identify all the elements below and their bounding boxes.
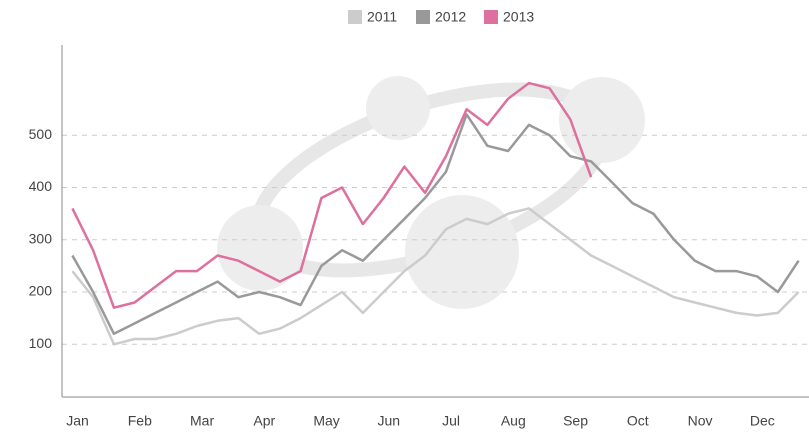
- x-tick-label: Dec: [750, 413, 775, 429]
- y-tick-label: 300: [29, 230, 53, 246]
- x-tick-label: Mar: [190, 413, 214, 429]
- x-tick-label: Oct: [627, 413, 649, 429]
- legend-swatch: [416, 10, 430, 24]
- x-tick-label: Sep: [563, 413, 588, 429]
- legend-swatch: [348, 10, 362, 24]
- legend: 2011 2012 2013: [348, 9, 534, 25]
- legend-label: 2011: [367, 9, 397, 25]
- y-tick-label: 100: [29, 335, 53, 351]
- x-tick-label: Jan: [66, 413, 89, 429]
- series-line: [71, 81, 593, 309]
- x-tick-label: Jul: [442, 413, 460, 429]
- x-tick-label: Nov: [688, 413, 713, 429]
- x-tick-label: Feb: [128, 413, 152, 429]
- x-tick-label: Aug: [501, 413, 526, 429]
- lines: [71, 81, 800, 346]
- y-tick-label: 500: [29, 126, 53, 142]
- legend-label: 2012: [435, 9, 466, 25]
- legend-swatch: [484, 10, 498, 24]
- grid: 100 200 300 400 500 Jan Feb Mar Apr May Jun Jul Aug S…: [29, 126, 809, 429]
- y-tick-label: 200: [29, 283, 53, 299]
- series-line: [71, 207, 800, 346]
- series-line: [71, 113, 800, 336]
- x-tick-label: May: [313, 413, 339, 429]
- watermark: [217, 76, 645, 309]
- x-tick-label: Apr: [253, 413, 275, 429]
- legend-label: 2013: [503, 9, 534, 25]
- x-tick-label: Jun: [378, 413, 401, 429]
- y-tick-label: 400: [29, 178, 53, 194]
